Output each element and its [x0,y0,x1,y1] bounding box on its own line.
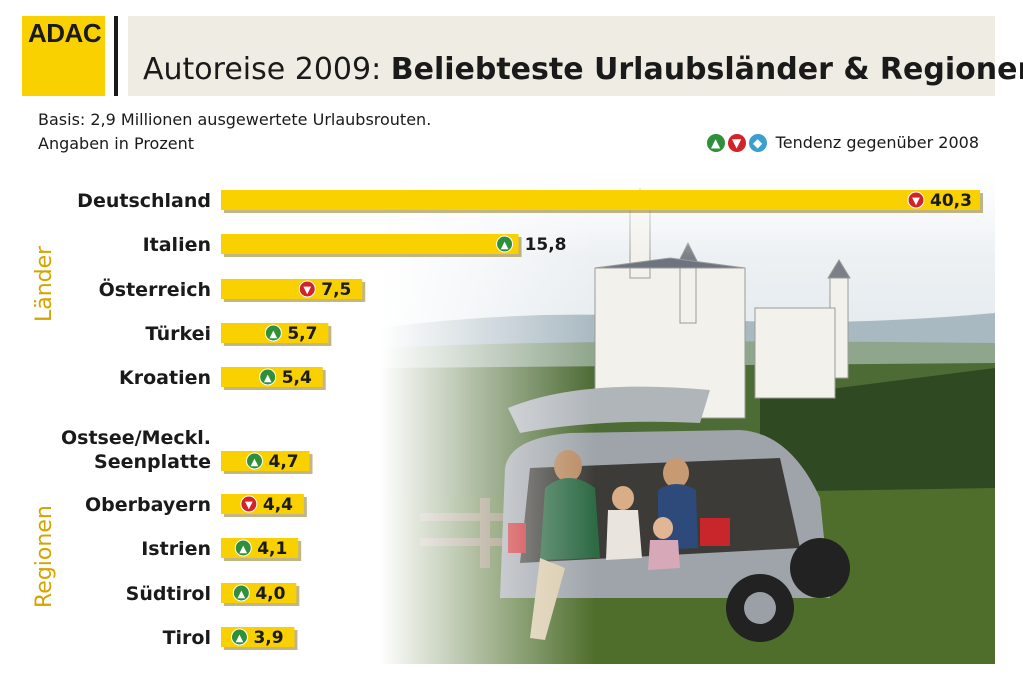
unit-note: Angaben in Prozent [38,134,194,153]
chart-title: Autoreise 2009: Beliebteste Urlaubslände… [143,52,1023,87]
trend-legend: Tendenz gegenüber 2008 [706,133,979,152]
basis-note: Basis: 2,9 Millionen ausgewertete Urlaub… [38,110,432,129]
trend-down-icon [907,191,925,209]
legend-text: Tendenz gegenüber 2008 [775,133,979,152]
value-label-oberbayern: 4,4 [263,495,293,515]
trend-down-icon [727,133,746,152]
category-label-deutschland: Deutschland [77,190,211,212]
bar-deutschland [221,190,980,210]
logo-text: ADAC [28,18,102,48]
trend-arrow-glyph: ▲ [239,544,247,555]
trend-arrow-glyph: ▼ [303,285,311,296]
trend-up-icon [232,584,250,602]
title-divider [114,16,118,96]
trend-up-icon [264,324,282,342]
trend-arrow-glyph: ▼ [912,196,920,207]
value-label-ostsee-meckl-seenplatte: 4,7 [269,452,299,472]
category-label-italien: Italien [143,234,211,256]
trend-arrow-glyph: ▲ [264,373,272,384]
category-label-österreich: Österreich [99,277,211,301]
adac-logo: ADAC [22,16,105,96]
trend-same-icon [748,133,767,152]
trend-arrow-glyph: ▲ [236,633,244,644]
trend-up-icon [234,539,252,557]
value-label-italien: 15,8 [525,235,567,255]
trend-down-icon [298,280,316,298]
value-label-türkei: 5,7 [287,324,317,344]
value-label-österreich: 7,5 [321,280,351,300]
category-label-ostsee-meckl-seenplatte: Seenplatte [94,451,211,473]
bar-österreich [221,279,363,299]
value-label-südtirol: 4,0 [255,584,285,604]
value-label-tirol: 3,9 [253,628,283,648]
trend-arrow-glyph: ▲ [501,240,509,251]
trend-up-icon [496,235,514,253]
bar-italien [221,234,519,254]
title-main: Beliebteste Urlaubsländer & Regionen [390,52,1023,87]
category-label-istrien: Istrien [141,538,211,560]
trend-up-icon [230,628,248,646]
category-label-ostsee-meckl-seenplatte: Ostsee/Meckl. [61,427,211,449]
category-label-kroatien: Kroatien [119,367,211,389]
trend-arrow-glyph: ▲ [251,457,259,468]
category-label-türkei: Türkei [145,323,211,345]
trend-arrow-glyph: ▼ [245,500,253,511]
bar-ostsee-meckl-seenplatte [221,451,310,471]
trend-down-icon [240,495,258,513]
value-label-deutschland: 40,3 [930,191,972,211]
trend-up-icon [259,368,277,386]
bar-oberbayern [221,494,304,514]
category-label-tirol: Tirol [163,627,211,649]
trend-arrow-glyph: ▲ [270,329,278,340]
trend-up-icon [246,452,264,470]
title-prefix: Autoreise 2009: [143,52,391,87]
trend-up-icon [706,133,725,152]
title-bar [128,16,995,96]
value-label-kroatien: 5,4 [282,368,312,388]
category-label-südtirol: Südtirol [126,583,211,605]
value-label-istrien: 4,1 [257,539,287,559]
category-label-oberbayern: Oberbayern [85,494,211,516]
trend-arrow-glyph: ▲ [237,589,245,600]
